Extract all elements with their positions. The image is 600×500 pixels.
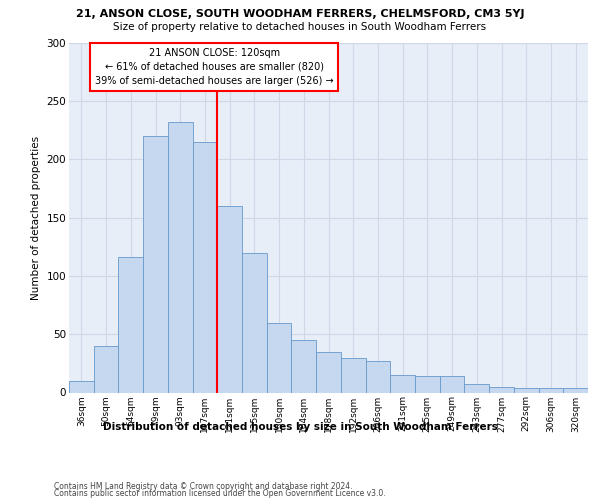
Bar (464, 384, 489, 392)
Bar (341, 358, 365, 392)
Bar (69, 381, 94, 392)
Bar (489, 386, 514, 392)
Y-axis label: Number of detached properties: Number of detached properties (31, 136, 41, 300)
Text: 21 ANSON CLOSE: 120sqm
← 61% of detached houses are smaller (820)
39% of semi-de: 21 ANSON CLOSE: 120sqm ← 61% of detached… (95, 48, 334, 86)
Bar (118, 257, 143, 392)
Bar (168, 122, 193, 392)
Bar (267, 322, 292, 392)
Text: Contains HM Land Registry data © Crown copyright and database right 2024.: Contains HM Land Registry data © Crown c… (54, 482, 353, 491)
Text: Size of property relative to detached houses in South Woodham Ferrers: Size of property relative to detached ho… (113, 22, 487, 32)
Bar (292, 340, 316, 392)
Bar (242, 252, 267, 392)
Bar (514, 388, 539, 392)
Bar (390, 375, 415, 392)
Text: Contains public sector information licensed under the Open Government Licence v3: Contains public sector information licen… (54, 490, 386, 498)
Text: 21, ANSON CLOSE, SOUTH WOODHAM FERRERS, CHELMSFORD, CM3 5YJ: 21, ANSON CLOSE, SOUTH WOODHAM FERRERS, … (76, 9, 524, 19)
Bar (440, 376, 464, 392)
Bar (217, 206, 242, 392)
Text: Distribution of detached houses by size in South Woodham Ferrers: Distribution of detached houses by size … (103, 422, 497, 432)
Bar (94, 346, 118, 393)
Bar (316, 352, 341, 393)
Bar (143, 136, 168, 392)
Bar (415, 376, 440, 392)
Bar (365, 361, 390, 392)
Bar (193, 142, 217, 392)
Bar (563, 388, 588, 392)
Bar (539, 388, 563, 392)
